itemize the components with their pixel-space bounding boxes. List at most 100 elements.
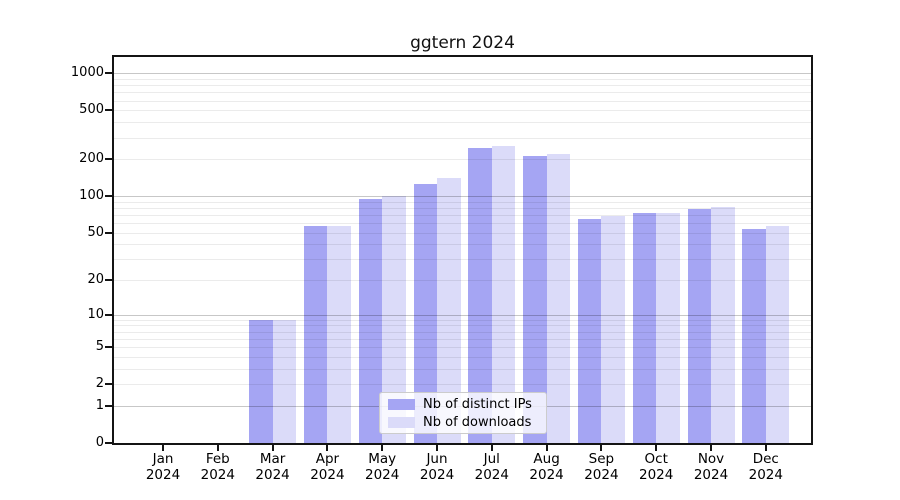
- y-tick-label-500: 500: [79, 102, 104, 118]
- gridline-y-20: [114, 280, 811, 282]
- y-tick-label-2: 2: [95, 376, 104, 392]
- x-tick-label-mar: Mar 2024: [255, 451, 290, 483]
- gridline-y-100: [114, 196, 811, 198]
- bar-nov-2024-distinct-ips: [687, 209, 711, 443]
- x-tick-mark: [216, 445, 219, 451]
- plot-area: [114, 57, 811, 443]
- x-tick-mark: [381, 445, 384, 451]
- legend-label: Nb of downloads: [423, 414, 532, 430]
- bar-aug-2024-downloads: [546, 154, 571, 443]
- y-tick-mark: [105, 313, 113, 316]
- y-tick-label-0: 0: [95, 435, 104, 450]
- y-tick-label-200: 200: [79, 151, 104, 167]
- bar-dec-2024-downloads: [765, 225, 790, 443]
- gridline-y-5: [114, 347, 811, 349]
- y-tick-mark: [105, 442, 113, 444]
- legend-entry-downloads: Nb of downloads: [388, 415, 546, 430]
- gridline-y-200: [114, 159, 811, 161]
- x-tick-mark: [490, 445, 493, 451]
- legend-entry-distinct-ips: Nb of distinct IPs: [388, 397, 546, 412]
- gridline-y-700: [114, 92, 811, 94]
- x-tick-label-oct: Oct 2024: [639, 451, 674, 483]
- x-tick-mark: [326, 445, 329, 451]
- legend-color-patch: [388, 398, 415, 410]
- chart-title: ggtern 2024: [410, 33, 515, 53]
- x-tick-label-dec: Dec 2024: [748, 451, 783, 483]
- x-tick-label-jun: Jun 2024: [419, 451, 455, 483]
- y-tick-label-1000: 1000: [70, 65, 104, 81]
- gridline-y-900: [114, 78, 811, 80]
- bar-dec-2024-distinct-ips: [742, 228, 766, 443]
- bar-jul-2024-downloads: [491, 146, 516, 443]
- y-tick-label-5: 5: [95, 339, 104, 355]
- gridline-y-30: [114, 259, 811, 261]
- x-tick-mark: [436, 445, 438, 451]
- legend: Nb of distinct IPs Nb of downloads: [379, 392, 547, 434]
- bar-jul-2024-distinct-ips: [468, 148, 492, 443]
- gridline-y-500: [114, 110, 811, 112]
- x-tick-mark: [545, 445, 548, 451]
- y-tick-mark: [105, 158, 113, 161]
- y-tick-mark: [105, 72, 113, 75]
- y-tick-mark: [105, 383, 113, 386]
- bar-apr-2024-downloads: [327, 225, 351, 443]
- legend-color-patch: [388, 416, 415, 428]
- bar-may-2024-downloads: [382, 196, 406, 443]
- x-tick-mark: [710, 445, 712, 451]
- y-tick-mark: [105, 231, 113, 234]
- bar-nov-2024-downloads: [711, 207, 735, 443]
- gridline-y-10: [114, 314, 811, 316]
- bar-oct-2024-distinct-ips: [632, 212, 657, 443]
- bar-may-2024-distinct-ips: [358, 198, 383, 443]
- x-tick-mark: [655, 445, 658, 451]
- x-tick-mark: [271, 445, 274, 451]
- bar-sep-2024-distinct-ips: [577, 218, 602, 443]
- x-tick-mark: [600, 445, 603, 451]
- bar-sep-2024-downloads: [601, 216, 625, 443]
- gridline-y-70: [114, 214, 811, 216]
- bar-apr-2024-distinct-ips: [303, 225, 328, 443]
- gridline-y-7: [114, 331, 811, 333]
- y-tick-label-10: 10: [87, 306, 104, 322]
- gridline-y-6: [114, 338, 811, 340]
- y-tick-mark: [105, 404, 113, 407]
- x-tick-label-feb: Feb 2024: [200, 451, 235, 483]
- legend-label: Nb of distinct IPs: [423, 396, 532, 412]
- bar-jun-2024-downloads: [437, 178, 461, 443]
- x-tick-mark: [764, 445, 767, 451]
- bar-aug-2024-distinct-ips: [523, 156, 547, 443]
- gridline-y-50: [114, 232, 811, 234]
- bar-mar-2024-distinct-ips: [249, 319, 273, 443]
- gridline-y-4: [114, 356, 811, 358]
- y-tick-mark: [105, 195, 113, 198]
- gridline-y-8: [114, 325, 811, 327]
- y-tick-label-50: 50: [87, 224, 104, 240]
- x-tick-label-apr: Apr 2024: [310, 451, 345, 483]
- bar-mar-2024-downloads: [272, 319, 297, 443]
- gridline-y-9: [114, 319, 811, 321]
- y-tick-mark: [105, 346, 113, 349]
- x-tick-mark: [162, 445, 164, 451]
- gridline-y-90: [114, 201, 811, 203]
- bar-oct-2024-downloads: [656, 212, 680, 443]
- gridline-y-3: [114, 368, 811, 370]
- x-tick-label-nov: Nov 2024: [693, 451, 729, 483]
- y-tick-mark: [105, 279, 113, 282]
- y-tick-label-1: 1: [95, 397, 104, 413]
- bar-jun-2024-distinct-ips: [413, 184, 437, 443]
- gridline-y-600: [114, 100, 811, 102]
- y-tick-label-100: 100: [79, 188, 104, 204]
- gridline-y-1000: [114, 73, 811, 75]
- x-tick-label-jan: Jan 2024: [145, 451, 181, 483]
- x-tick-label-may: May 2024: [365, 451, 400, 483]
- y-tick-label-20: 20: [87, 272, 104, 288]
- gridline-y-800: [114, 85, 811, 87]
- gridline-y-2: [114, 384, 811, 386]
- x-tick-label-sep: Sep 2024: [584, 451, 619, 483]
- x-tick-label-aug: Aug 2024: [529, 451, 564, 483]
- gridline-y-300: [114, 137, 811, 139]
- gridline-y-40: [114, 244, 811, 246]
- x-tick-label-jul: Jul 2024: [474, 451, 509, 483]
- gridline-y-60: [114, 223, 811, 225]
